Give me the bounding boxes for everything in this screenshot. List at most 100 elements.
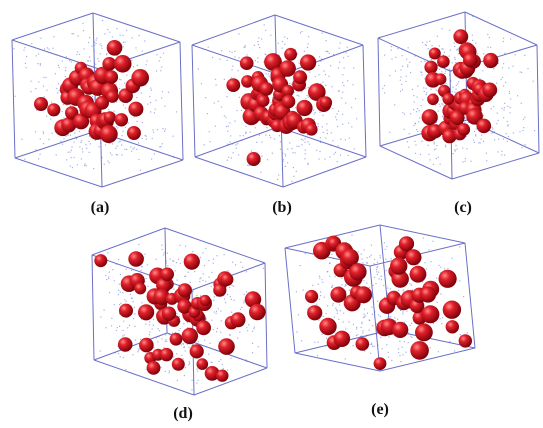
solvent-dot <box>133 301 134 302</box>
particle <box>197 358 209 370</box>
solvent-dot <box>490 47 491 48</box>
solvent-dot <box>85 144 86 145</box>
particle <box>162 307 176 321</box>
solvent-dot <box>494 139 495 140</box>
solvent-dot <box>330 65 331 66</box>
solvent-dot <box>444 268 445 269</box>
solvent-dot <box>321 334 322 335</box>
solvent-dot <box>198 341 199 342</box>
solvent-dot <box>117 127 118 128</box>
solvent-dot <box>121 144 122 145</box>
solvent-dot <box>157 129 158 130</box>
solvent-dot <box>436 90 437 91</box>
particle <box>114 55 132 73</box>
particle <box>420 286 436 302</box>
solvent-dot <box>155 109 156 110</box>
solvent-dot <box>43 131 44 132</box>
solvent-dot <box>361 254 362 255</box>
solvent-dot <box>261 38 262 39</box>
panel-label: (a) <box>91 199 110 216</box>
particle <box>424 61 437 74</box>
panel-label: (d) <box>173 405 193 422</box>
solvent-dot <box>220 359 221 360</box>
solvent-dot <box>95 64 96 65</box>
solvent-dot <box>323 132 324 133</box>
box-edge <box>283 157 366 187</box>
solvent-dot <box>498 139 499 140</box>
solvent-dot <box>466 148 467 149</box>
solvent-dot <box>405 352 406 353</box>
solvent-dot <box>472 35 473 36</box>
solvent-dot <box>181 355 182 356</box>
solvent-dot <box>132 148 133 149</box>
solvent-dot <box>417 97 418 98</box>
solvent-dot <box>363 314 364 315</box>
solvent-dot <box>371 307 372 308</box>
solvent-dot <box>306 95 307 96</box>
solvent-dot <box>463 296 464 297</box>
solvent-dot <box>472 40 473 41</box>
solvent-dot <box>107 160 108 161</box>
solvent-dot <box>134 326 135 327</box>
solvent-dot <box>70 135 71 136</box>
solvent-dot <box>431 59 432 60</box>
solvent-dot <box>333 154 334 155</box>
solvent-dot <box>122 35 123 36</box>
solvent-dot <box>369 320 370 321</box>
solvent-dot <box>503 63 504 64</box>
solvent-dot <box>309 144 310 145</box>
solvent-dot <box>138 348 139 349</box>
solvent-dot <box>422 42 423 43</box>
solvent-dot <box>445 71 446 72</box>
solvent-dot <box>343 313 344 314</box>
solvent-dot <box>101 45 102 46</box>
solvent-dot <box>38 53 39 54</box>
solvent-dot <box>225 302 226 303</box>
solvent-dot <box>465 158 466 159</box>
solvent-dot <box>440 267 441 268</box>
solvent-dot <box>301 139 302 140</box>
particle <box>34 97 48 111</box>
solvent-dot <box>434 143 435 144</box>
particle <box>240 56 254 70</box>
solvent-dot <box>362 330 363 331</box>
solvent-dot <box>329 276 330 277</box>
solvent-dot <box>349 321 350 322</box>
solvent-dot <box>327 51 328 52</box>
solvent-dot <box>176 313 177 314</box>
solvent-dot <box>211 286 212 287</box>
solvent-dot <box>385 249 386 250</box>
simulation-box <box>285 225 475 371</box>
solvent-dot <box>122 131 123 132</box>
solvent-dot <box>301 91 302 92</box>
solvent-dot <box>71 61 72 62</box>
solvent-dot <box>166 341 167 342</box>
solvent-dot <box>109 292 110 293</box>
solvent-dot <box>180 263 181 264</box>
solvent-dot <box>179 316 180 317</box>
solvent-dot <box>402 313 403 314</box>
solvent-dot <box>411 323 412 324</box>
solvent-dot <box>439 104 440 105</box>
solvent-dot <box>297 95 298 96</box>
solvent-dot <box>344 286 345 287</box>
solvent-dot <box>247 330 248 331</box>
solvent-dot <box>508 136 509 137</box>
solvent-dot <box>100 351 101 352</box>
particle <box>127 126 141 140</box>
solvent-dot <box>343 85 344 86</box>
solvent-dot <box>316 150 317 151</box>
solvent-dot <box>377 301 378 302</box>
particle <box>105 70 118 83</box>
solvent-dot <box>433 142 434 143</box>
solvent-dot <box>411 285 412 286</box>
solvent-dot <box>177 380 178 381</box>
solvent-dot <box>390 288 391 289</box>
solvent-dot <box>187 322 188 323</box>
solvent-dot <box>213 300 214 301</box>
solvent-dot <box>147 104 148 105</box>
solvent-dot <box>491 108 492 109</box>
solvent-dot <box>120 79 121 80</box>
solvent-dot <box>65 70 66 71</box>
solvent-dot <box>280 141 281 142</box>
